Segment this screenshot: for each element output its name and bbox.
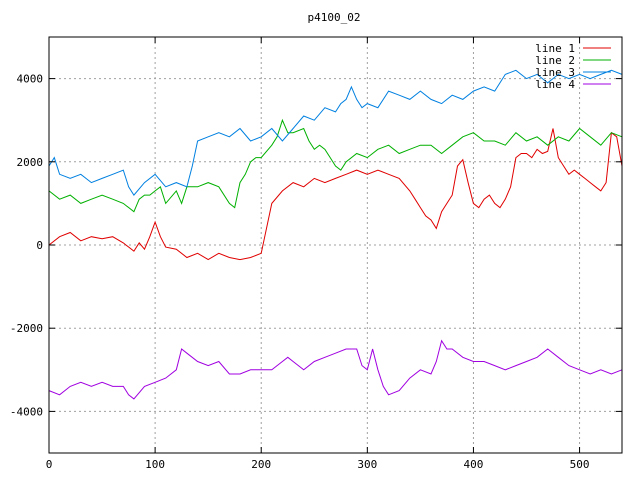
axis-ticks: 0 100 200 300 400 500 -4000 -2000 0 2000 4000 — [10, 37, 622, 471]
x-tick-label: 100 — [145, 458, 165, 471]
x-tick-label: 300 — [357, 458, 377, 471]
x-tick-label: 0 — [46, 458, 53, 471]
legend-label-3: line 3 — [535, 66, 575, 79]
y-tick-label: 4000 — [17, 73, 44, 86]
y-tick-label: 0 — [36, 239, 43, 252]
legend-label-2: line 2 — [535, 54, 575, 67]
chart-title: p4100_02 — [308, 11, 361, 24]
x-tick-label: 200 — [251, 458, 271, 471]
series-line-2 — [48, 118, 623, 213]
grid — [49, 37, 622, 453]
series-line-4 — [48, 339, 623, 400]
legend-label-4: line 4 — [535, 78, 575, 91]
series-line-3 — [48, 69, 623, 196]
y-tick-label: -2000 — [10, 322, 43, 335]
series-lines — [48, 69, 623, 400]
legend-label-1: line 1 — [535, 42, 575, 55]
y-tick-label: -4000 — [10, 405, 43, 418]
series-line-1 — [48, 128, 623, 261]
y-tick-label: 2000 — [17, 156, 44, 169]
x-tick-label: 500 — [570, 458, 590, 471]
x-tick-label: 400 — [464, 458, 484, 471]
